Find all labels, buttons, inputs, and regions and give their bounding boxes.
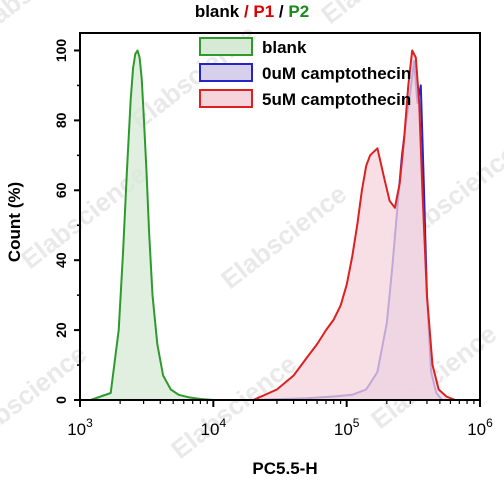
legend-swatch-1 (199, 63, 253, 82)
x-tick-label: 103 (67, 416, 93, 439)
title-part-0: blank (194, 2, 240, 21)
y-tick-label: 60 (53, 182, 69, 198)
y-tick-label: 100 (53, 39, 69, 63)
x-tick-label: 106 (467, 416, 493, 439)
legend-swatch-2 (199, 89, 253, 108)
legend-label-2: 5uM camptothecin (262, 90, 411, 109)
y-tick-label: 20 (53, 322, 69, 338)
plot-frame (79, 32, 481, 401)
title-part-2: P1 (253, 2, 275, 21)
series-area-0 (90, 50, 214, 400)
legend-swatch-0 (199, 37, 253, 56)
title-part-4: P2 (288, 2, 310, 21)
watermark-text: Elabscience (165, 349, 302, 465)
title-part-1: / (239, 2, 254, 21)
y-axis: 0 20 40 60 80 100 (53, 39, 80, 404)
watermark-text: Elabscience (0, 0, 102, 45)
y-tick-label: 80 (53, 112, 69, 128)
legend: blank 0uM camptothecin 5uM camptothecin (199, 37, 411, 109)
title-part-3: / (274, 2, 289, 21)
watermark-text: Elabscience (315, 0, 452, 30)
chart-title: blank / P1 / P2 (0, 2, 504, 22)
x-tick-label: 105 (334, 416, 360, 439)
series-line-0 (90, 49, 214, 401)
legend-label-1: 0uM camptothecin (262, 64, 411, 83)
x-axis-label: PC5.5-H (252, 459, 317, 478)
watermark-text: Elabscience (215, 179, 352, 295)
y-axis-label: Count (%) (5, 182, 24, 262)
series-line-2 (253, 49, 456, 401)
legend-label-0: blank (262, 38, 307, 57)
y-tick-label: 40 (53, 252, 69, 268)
y-tick-label: 0 (53, 396, 69, 404)
x-axis: 103 104 105 106 (67, 400, 493, 439)
x-tick-label: 104 (201, 416, 227, 439)
series-layer (90, 49, 456, 401)
